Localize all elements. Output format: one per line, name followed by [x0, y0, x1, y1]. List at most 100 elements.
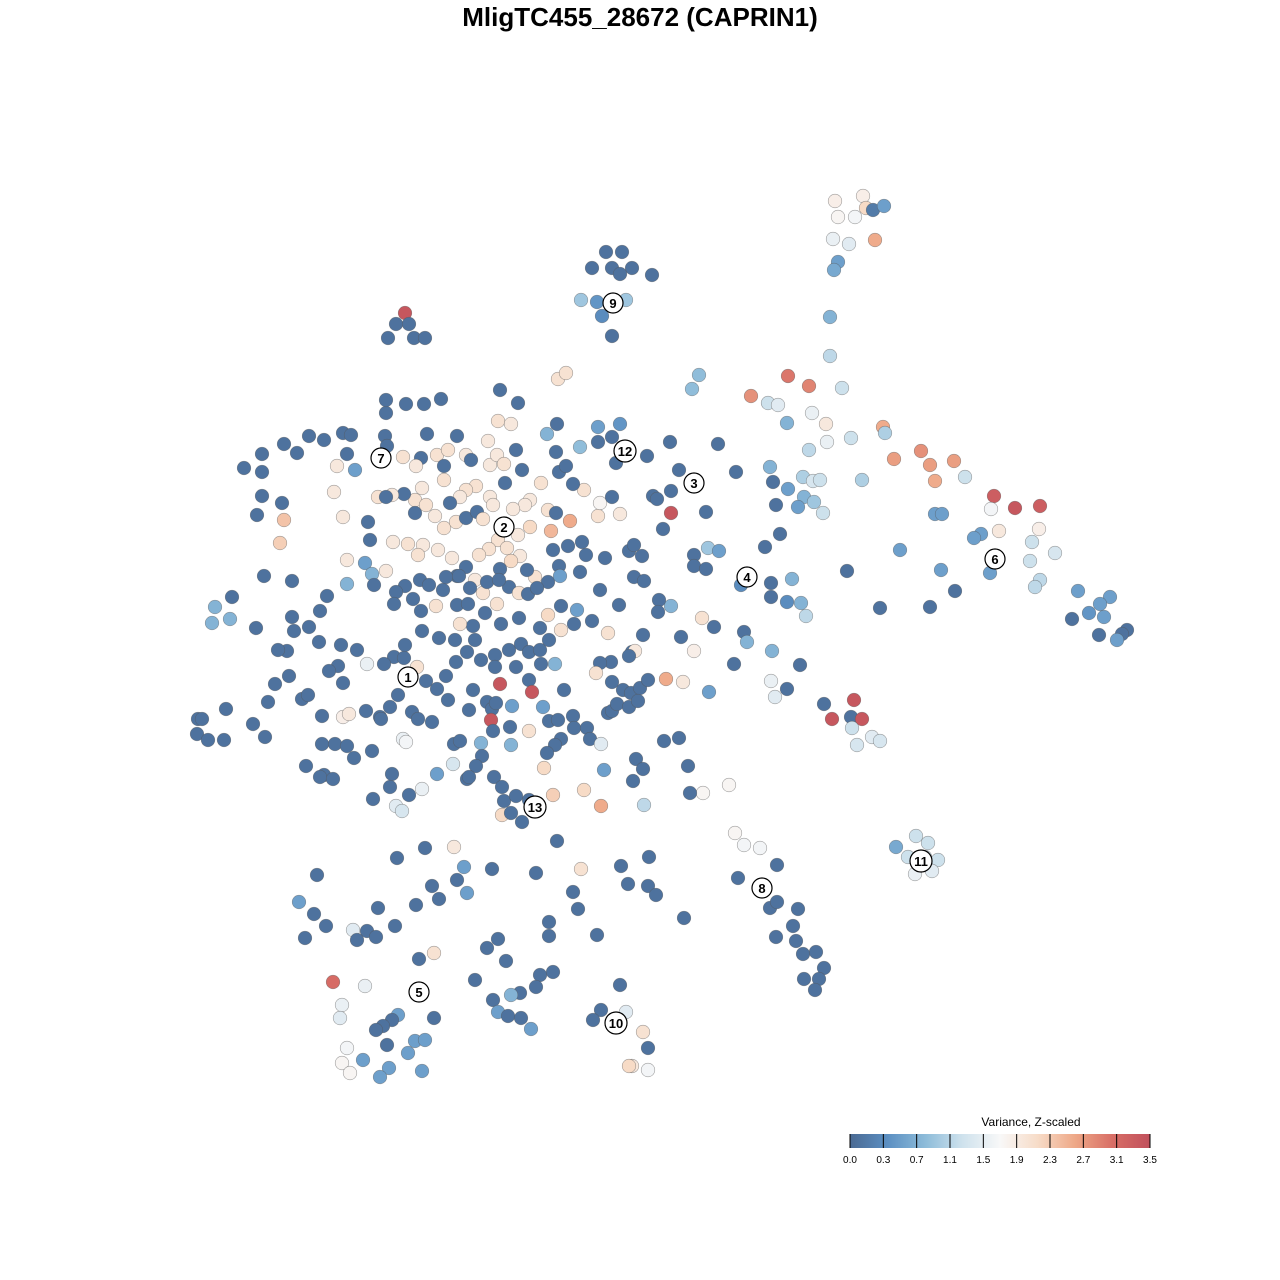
data-point [1024, 534, 1040, 550]
data-point [1031, 521, 1047, 537]
data-point [626, 537, 642, 553]
data-point [650, 604, 666, 620]
data-point [597, 550, 613, 566]
data-point [663, 598, 679, 614]
data-point [479, 574, 495, 590]
data-point [824, 711, 840, 727]
data-point [620, 876, 636, 892]
data-point [452, 616, 468, 632]
data-point [254, 464, 270, 480]
data-point [267, 676, 283, 692]
data-point [576, 782, 592, 798]
cluster-label-circle [984, 548, 1006, 570]
data-point [435, 582, 451, 598]
data-point [1096, 609, 1112, 625]
data-point [743, 388, 759, 404]
data-point [475, 511, 491, 527]
data-point [254, 488, 270, 504]
data-point [816, 696, 832, 712]
data-point [486, 769, 502, 785]
data-point [589, 927, 605, 943]
cluster-label: 1 [397, 666, 419, 688]
data-point [686, 643, 702, 659]
data-point [927, 473, 943, 489]
data-point [503, 416, 519, 432]
data-point [593, 1002, 609, 1018]
data-point [834, 380, 850, 396]
data-point [795, 946, 811, 962]
data-point [327, 736, 343, 752]
data-point [260, 694, 276, 710]
data-point [326, 484, 342, 500]
data-point [444, 550, 460, 566]
data-point [400, 536, 416, 552]
data-point [671, 462, 687, 478]
data-point [270, 642, 286, 658]
data-point [309, 867, 325, 883]
data-point [411, 951, 427, 967]
data-point [635, 627, 651, 643]
data-point [540, 607, 556, 623]
data-point [485, 497, 501, 513]
data-point [492, 676, 508, 692]
data-point [519, 562, 535, 578]
data-point [801, 378, 817, 394]
data-point [487, 659, 503, 675]
data-point [625, 773, 641, 789]
data-point [676, 910, 692, 926]
data-point [604, 674, 620, 690]
data-point [545, 964, 561, 980]
colorbar-tick-label: 3.5 [1143, 1155, 1157, 1166]
data-point [289, 445, 305, 461]
cluster-label-circle [604, 1011, 628, 1035]
data-point [417, 1032, 433, 1048]
data-point [593, 736, 609, 752]
data-point [841, 236, 857, 252]
data-point [594, 308, 610, 324]
data-point [449, 428, 465, 444]
data-point [355, 1052, 371, 1068]
data-point [1027, 579, 1043, 595]
data-point [798, 608, 814, 624]
data-point [510, 395, 526, 411]
data-point [272, 535, 288, 551]
data-point [572, 564, 588, 580]
data-point [922, 457, 938, 473]
data-point [807, 982, 823, 998]
data-point [612, 506, 628, 522]
data-point [1092, 596, 1108, 612]
data-point [529, 580, 545, 596]
data-point [496, 456, 512, 472]
data-point [510, 527, 526, 543]
data-point [360, 514, 376, 530]
data-point [566, 720, 582, 736]
data-point [671, 730, 687, 746]
data-point [461, 702, 477, 718]
data-point [378, 405, 394, 421]
data-point [398, 396, 414, 412]
data-point [329, 458, 345, 474]
data-point [467, 632, 483, 648]
data-point [388, 584, 404, 600]
data-point [1064, 611, 1080, 627]
data-point [612, 266, 628, 282]
data-point [635, 1024, 651, 1040]
data-point [630, 693, 646, 709]
data-point [888, 839, 904, 855]
data-point [426, 1010, 442, 1026]
data-point [913, 443, 929, 459]
data-point [663, 505, 679, 521]
data-point [342, 1065, 358, 1081]
data-point [379, 1037, 395, 1053]
data-point [770, 397, 786, 413]
data-point [545, 787, 561, 803]
data-point [947, 583, 963, 599]
data-point [540, 574, 556, 590]
data-point [431, 630, 447, 646]
data-point [1109, 632, 1125, 648]
cluster-label-text: 9 [609, 296, 616, 311]
data-point [621, 1058, 637, 1074]
data-point [408, 458, 424, 474]
data-point [640, 1040, 656, 1056]
data-point [316, 432, 332, 448]
